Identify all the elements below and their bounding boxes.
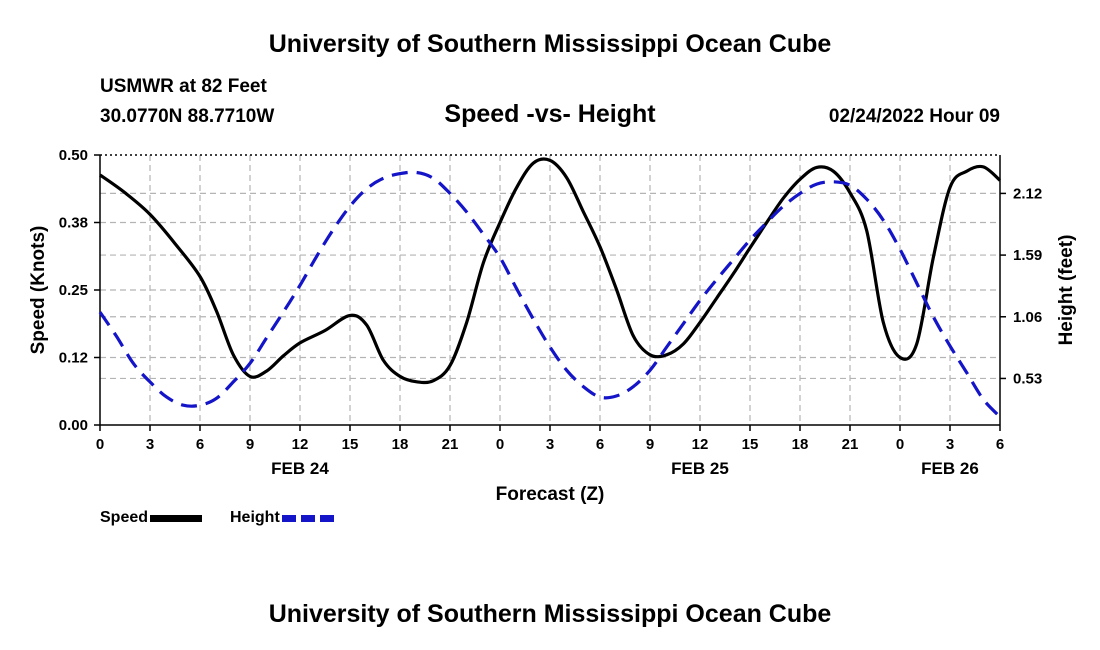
- footer-title: University of Southern Mississippi Ocean…: [268, 600, 832, 628]
- y-axis-title: Speed (Knots): [28, 226, 49, 355]
- forecast-datestamp: 02/24/2022 Hour 09: [828, 106, 1000, 127]
- x-tick-label: 15: [742, 436, 759, 453]
- x-tick-label: 18: [392, 436, 409, 453]
- x-tick-label: 0: [896, 436, 904, 453]
- y-tick-label: 0.38: [59, 215, 88, 232]
- speed-series-line: [99, 157, 1002, 385]
- x-tick-label: 21: [442, 436, 459, 453]
- y-tick-label: 0.50: [59, 147, 88, 164]
- x-tick-label: 6: [996, 436, 1004, 453]
- x-tick-label: 9: [246, 436, 254, 453]
- height-series-line: [98, 170, 1002, 419]
- x-tick-label: 6: [196, 436, 204, 453]
- y-tick-label: 0.25: [59, 282, 88, 299]
- chart-subtitle: Speed -vs- Height: [444, 100, 656, 128]
- x-tick-label: 0: [96, 436, 104, 453]
- y2-tick-label: 0.53: [1013, 370, 1042, 387]
- date-label: FEB 26: [921, 459, 979, 478]
- x-tick-label: 3: [946, 436, 954, 453]
- legend-height-label: Height: [230, 509, 280, 526]
- page-title: University of Southern Mississippi Ocean…: [268, 30, 832, 58]
- y-tick-label: 0.12: [59, 350, 88, 367]
- y2-tick-label: 2.12: [1013, 185, 1042, 202]
- x-tick-label: 0: [496, 436, 504, 453]
- x-tick-label: 3: [546, 436, 554, 453]
- station-label: USMWR at 82 Feet: [100, 76, 267, 97]
- legend-speed-label: Speed: [100, 509, 149, 526]
- x-tick-label: 9: [646, 436, 654, 453]
- y-tick-label: 0.00: [59, 417, 88, 434]
- station-coordinates: 30.0770N 88.7710W: [100, 106, 275, 127]
- legend-speed: Speed: [100, 509, 203, 527]
- y2-axis-title: Height (feet): [1056, 235, 1077, 346]
- x-axis-title: Forecast (Z): [496, 484, 605, 505]
- x-tick-label: 6: [596, 436, 604, 453]
- date-label: FEB 25: [671, 459, 729, 478]
- x-tick-label: 3: [146, 436, 154, 453]
- x-tick-label: 15: [342, 436, 359, 453]
- y2-tick-label: 1.59: [1013, 247, 1042, 264]
- x-tick-label: 12: [292, 436, 309, 453]
- x-tick-label: 12: [692, 436, 709, 453]
- legend-height-swatch: [281, 514, 334, 522]
- x-tick-label: 18: [792, 436, 809, 453]
- x-tick-label: 21: [842, 436, 859, 453]
- date-label: FEB 24: [271, 459, 329, 478]
- legend-speed-swatch: [150, 514, 203, 522]
- legend-height: Height: [230, 509, 334, 527]
- y2-tick-label: 1.06: [1013, 309, 1042, 326]
